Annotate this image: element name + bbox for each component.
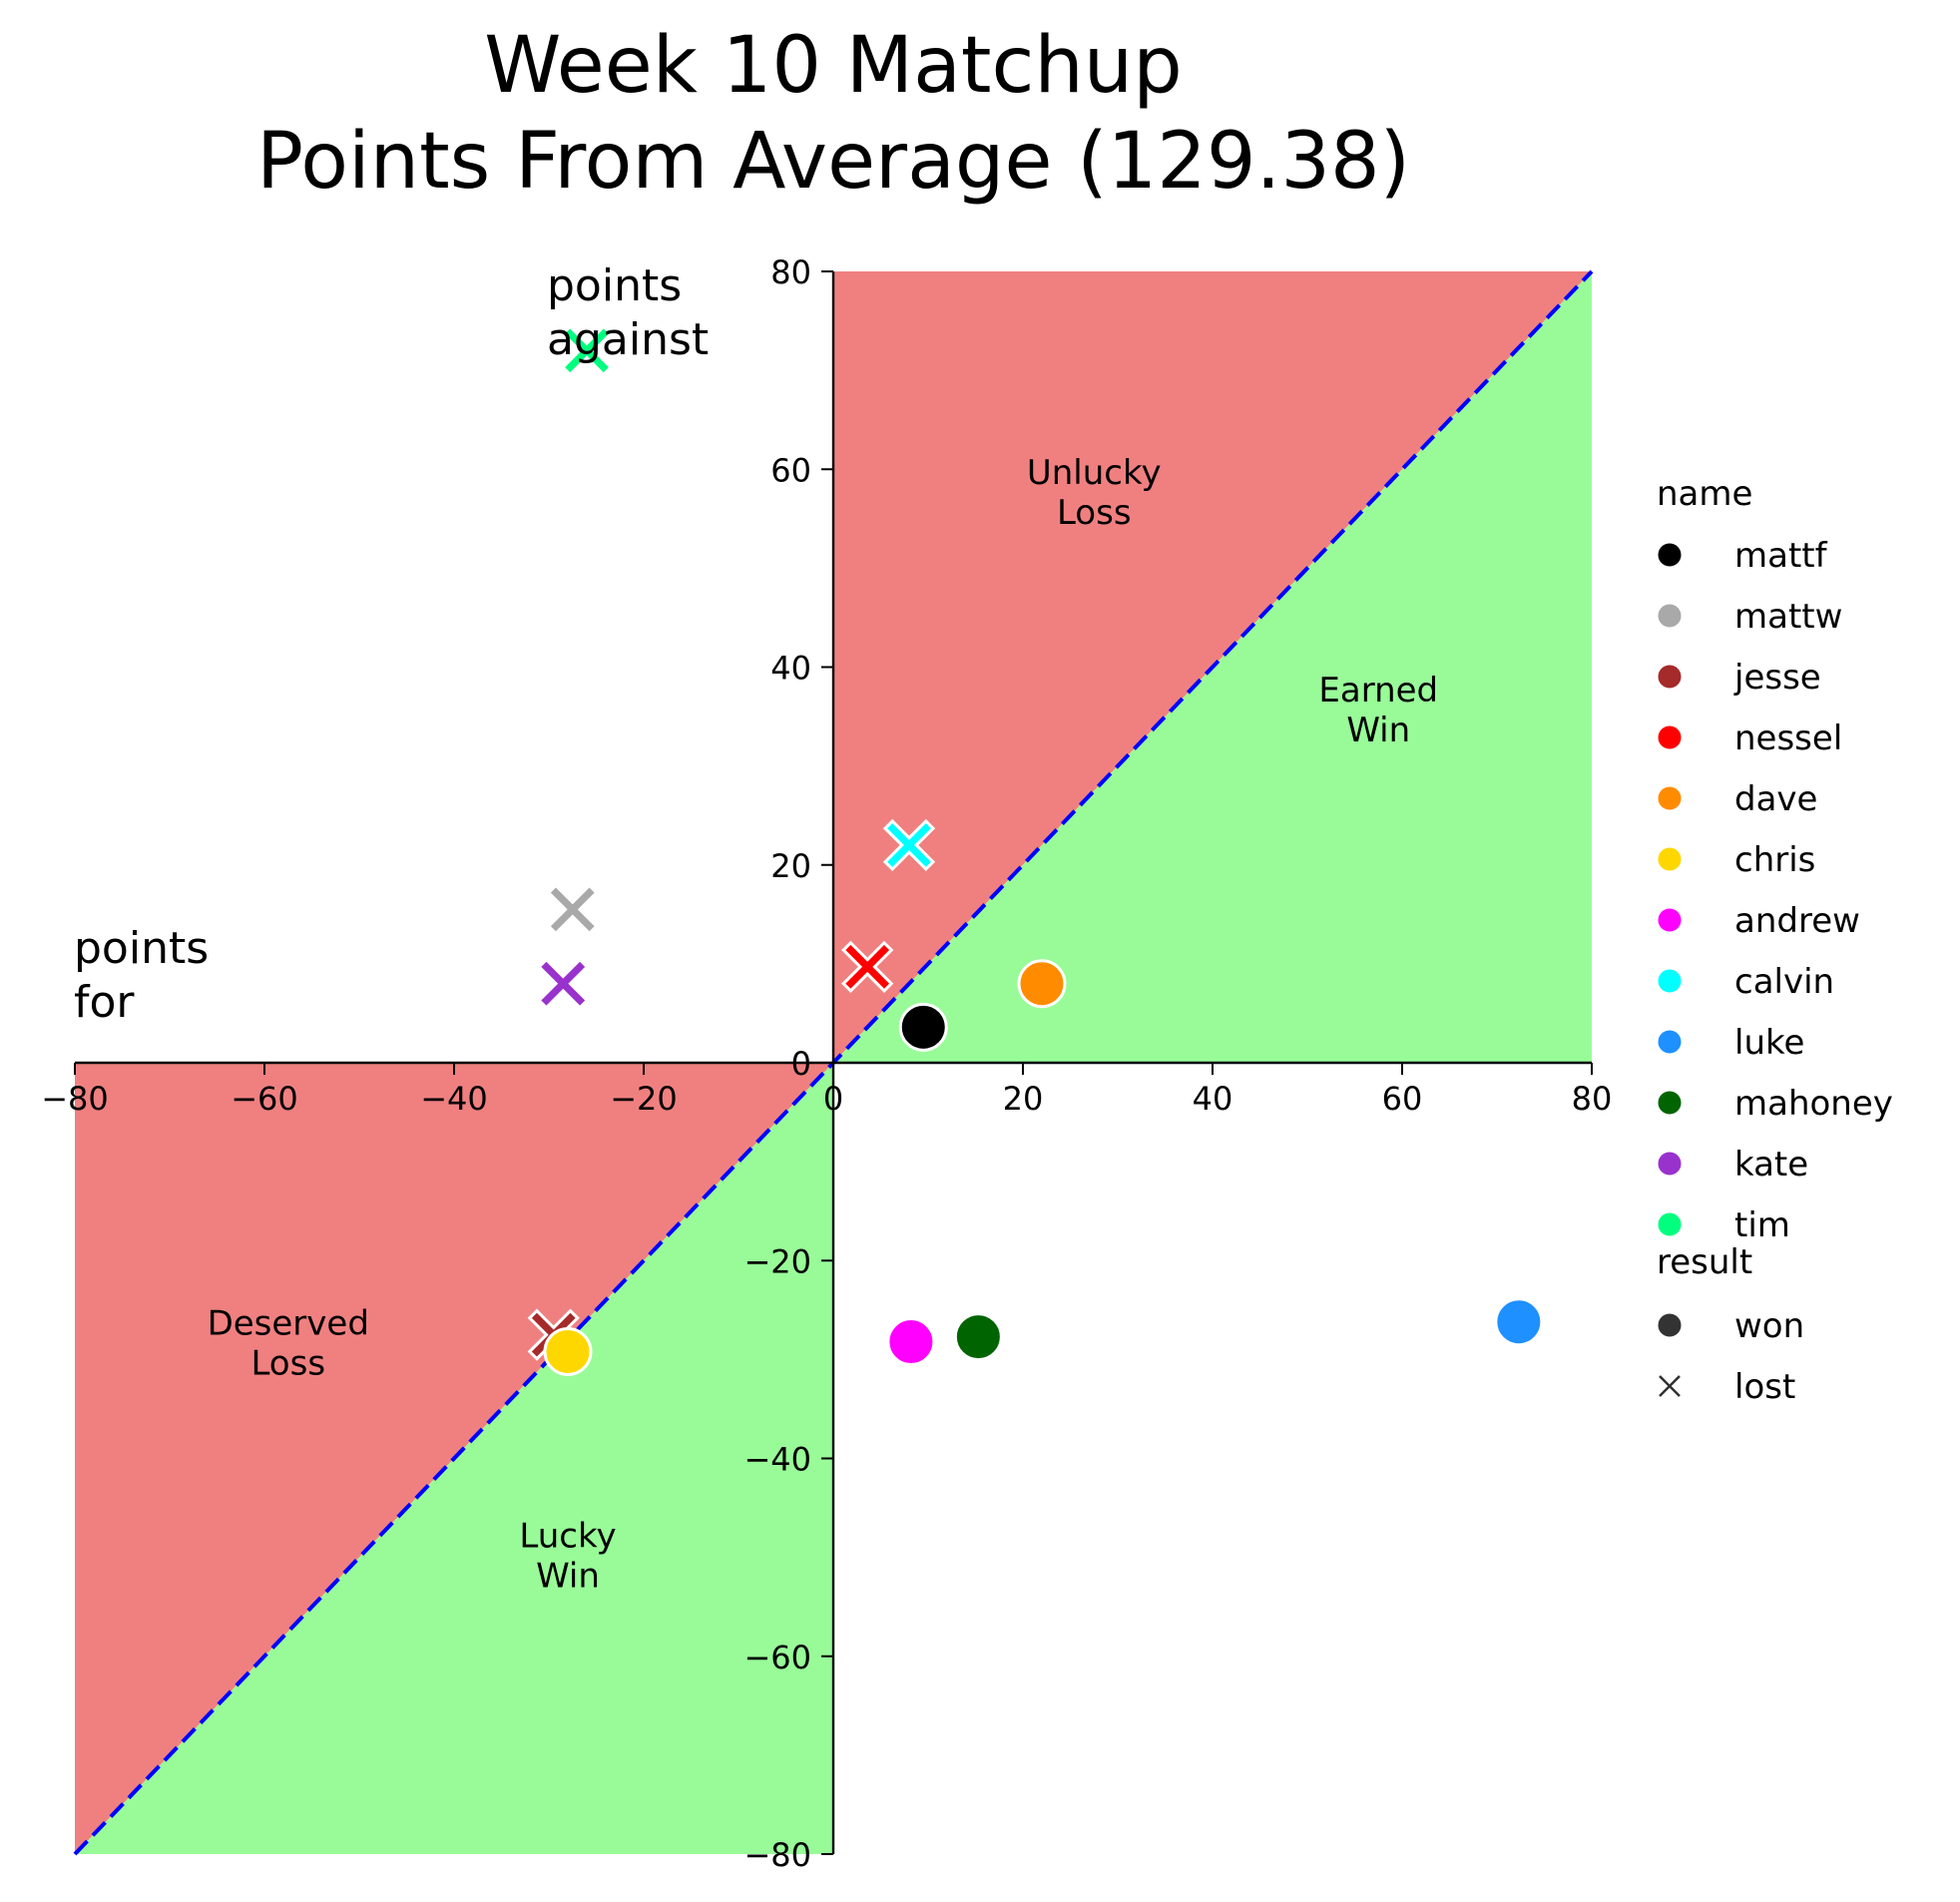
legend-marker-mattf [1655, 540, 1685, 570]
point-calvin [882, 818, 936, 872]
point-mattf [898, 1002, 948, 1052]
legend-label-andrew: andrew [1734, 901, 1860, 941]
region-label-lucky-win-line-1: Lucky [519, 1517, 616, 1557]
region-label-unlucky-loss-line-1: Unlucky [1027, 453, 1162, 493]
y-tick-label: 60 [770, 451, 811, 489]
point-mattw [546, 883, 599, 936]
x-tick-label: −80 [41, 1080, 109, 1118]
x-tick-label: 80 [1572, 1080, 1613, 1118]
x-tick-label: 60 [1382, 1080, 1423, 1118]
legend-label-jesse: jesse [1733, 658, 1821, 698]
legend-label-kate: kate [1734, 1145, 1808, 1185]
legend-marker-chris [1655, 844, 1685, 874]
legend-label-nessel: nessel [1734, 718, 1842, 758]
x-tick-label: 0 [823, 1080, 843, 1118]
x-axis-label-line-2: for [74, 977, 135, 1028]
x-tick-label: 40 [1193, 1080, 1233, 1118]
x-axis-label: points for [74, 923, 209, 1028]
point-tim [560, 324, 614, 377]
legend-marker-mattw [1655, 601, 1685, 631]
data-points [527, 324, 1544, 1376]
y-axis-label-line-1: points [547, 260, 682, 311]
point-andrew [886, 1317, 936, 1367]
legend-marker-lost [1654, 1370, 1686, 1402]
ticks: −80 −60 −40 −20 0 20 40 60 80 −80 −60 −40 −20 0 20 40 60… [41, 253, 1612, 1874]
x-tick-label: −60 [231, 1080, 298, 1118]
legend-label-mattw: mattw [1734, 597, 1842, 637]
legend-marker-won [1655, 1310, 1685, 1340]
y-tick-label: −60 [743, 1639, 811, 1676]
region-label-deserved-loss-line-1: Deserved [208, 1304, 369, 1344]
legend-marker-calvin [1655, 966, 1685, 996]
y-tick-label: 80 [770, 253, 811, 291]
y-tick-label: −80 [743, 1836, 811, 1874]
legend-label-won: won [1734, 1306, 1804, 1346]
legend-label-luke: luke [1734, 1023, 1804, 1063]
title-line-1: Week 10 Matchup [484, 21, 1183, 111]
x-tick-label: −40 [420, 1080, 488, 1118]
chart-title: Week 10 Matchup Points From Average (129… [256, 21, 1410, 207]
legend-label-chris: chris [1734, 840, 1815, 880]
legend-title-name: name [1657, 474, 1752, 514]
legend-marker-luke [1655, 1027, 1685, 1057]
point-luke [1494, 1297, 1544, 1347]
legend-label-dave: dave [1734, 779, 1817, 819]
point-dave [1017, 959, 1067, 1009]
y-axis-label: points against [547, 260, 709, 365]
legend-label-lost: lost [1734, 1367, 1795, 1407]
point-nessel [841, 940, 894, 993]
y-tick-label: 0 [791, 1045, 811, 1083]
legend-label-mahoney: mahoney [1734, 1084, 1893, 1124]
x-tick-label: 20 [1003, 1080, 1044, 1118]
legend-marker-tim [1655, 1209, 1685, 1239]
point-kate [537, 957, 590, 1010]
region-label-unlucky-loss-line-2: Loss [1057, 493, 1132, 533]
y-axis-label-line-2: against [547, 314, 709, 365]
legend-marker-dave [1655, 783, 1685, 813]
point-chris [543, 1326, 593, 1376]
title-line-2: Points From Average (129.38) [256, 117, 1410, 207]
region-label-earned-win-line-1: Earned [1318, 671, 1438, 711]
region-label-earned-win-line-2: Win [1346, 711, 1410, 750]
region-label-deserved-loss-line-2: Loss [250, 1344, 325, 1384]
y-tick-label: 20 [770, 847, 811, 885]
region-label-lucky-win-line-2: Win [536, 1557, 600, 1597]
y-tick-label: −20 [743, 1242, 811, 1280]
legend-marker-kate [1655, 1149, 1685, 1179]
y-tick-label: −40 [743, 1441, 811, 1479]
x-tick-label: −20 [610, 1080, 678, 1118]
legend-marker-nessel [1655, 722, 1685, 752]
legend-marker-andrew [1655, 905, 1685, 935]
legend-title-result: result [1657, 1242, 1752, 1282]
x-axis-label-line-1: points [74, 923, 209, 974]
legend-label-calvin: calvin [1734, 962, 1834, 1002]
legend-label-tim: tim [1734, 1205, 1790, 1245]
legend: name mattf mattw jesse nessel dave chris andrew… [1654, 474, 1893, 1407]
point-mahoney [953, 1312, 1003, 1362]
legend-label-mattf: mattf [1734, 536, 1828, 576]
legend-marker-jesse [1655, 662, 1685, 692]
legend-marker-mahoney [1655, 1088, 1685, 1118]
y-tick-label: 40 [770, 650, 811, 688]
